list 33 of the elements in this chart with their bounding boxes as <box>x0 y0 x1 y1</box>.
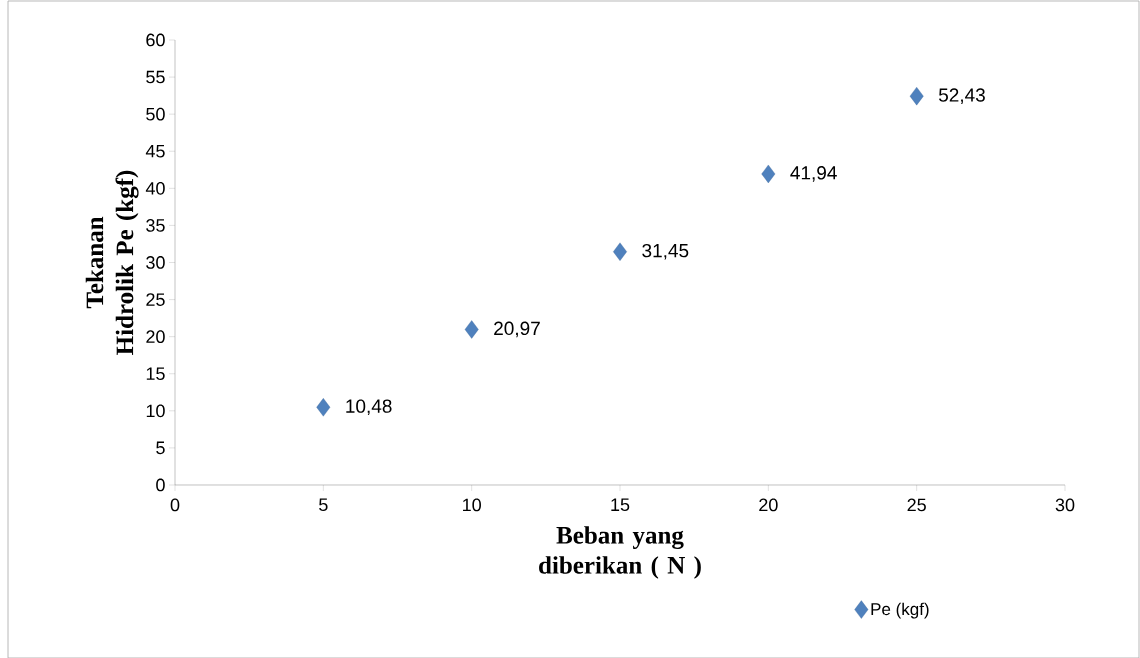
y-tick-label: 35 <box>146 218 165 232</box>
y-tick-label: 10 <box>146 404 165 418</box>
x-tick-label: 5 <box>319 498 328 511</box>
y-axis-title: Tekanan Hidrolik Pe (kgf) <box>85 170 139 355</box>
data-label: 20,97 <box>494 321 540 338</box>
y-tick-label: 45 <box>145 144 165 158</box>
y-tick-label: 40 <box>145 181 165 195</box>
y-tick-label: 25 <box>146 293 165 306</box>
data-label: 52,43 <box>938 88 985 104</box>
point <box>316 397 331 417</box>
y-tick-label: 15 <box>146 367 165 380</box>
x-tick-label: 20 <box>759 498 778 512</box>
point <box>613 242 627 261</box>
y-tick-label: 50 <box>146 107 165 121</box>
data-label: 10,48 <box>346 399 392 415</box>
x-tick-label: 0 <box>170 498 180 512</box>
x-tick-label: 10 <box>463 498 481 512</box>
legend-label: Pe (kgf) <box>871 602 929 619</box>
y-tick-label: 20 <box>146 330 165 343</box>
y-tick-label: 55 <box>146 70 165 84</box>
point <box>909 86 924 106</box>
point <box>761 164 776 183</box>
x-tick-label: 15 <box>611 498 630 511</box>
y-tick-label: 30 <box>146 255 165 269</box>
data-label: 41,94 <box>790 165 837 182</box>
x-tick-label: 30 <box>1055 498 1075 512</box>
data-label: 31,45 <box>642 243 689 260</box>
y-tick-label: 5 <box>156 441 165 454</box>
x-tick-label: 25 <box>907 498 926 512</box>
y-tick-label: 60 <box>146 33 165 47</box>
y-tick-label: 0 <box>156 478 165 492</box>
x-axis-title: Beban yang diberikan ( N ) <box>539 525 701 579</box>
point <box>464 320 479 339</box>
